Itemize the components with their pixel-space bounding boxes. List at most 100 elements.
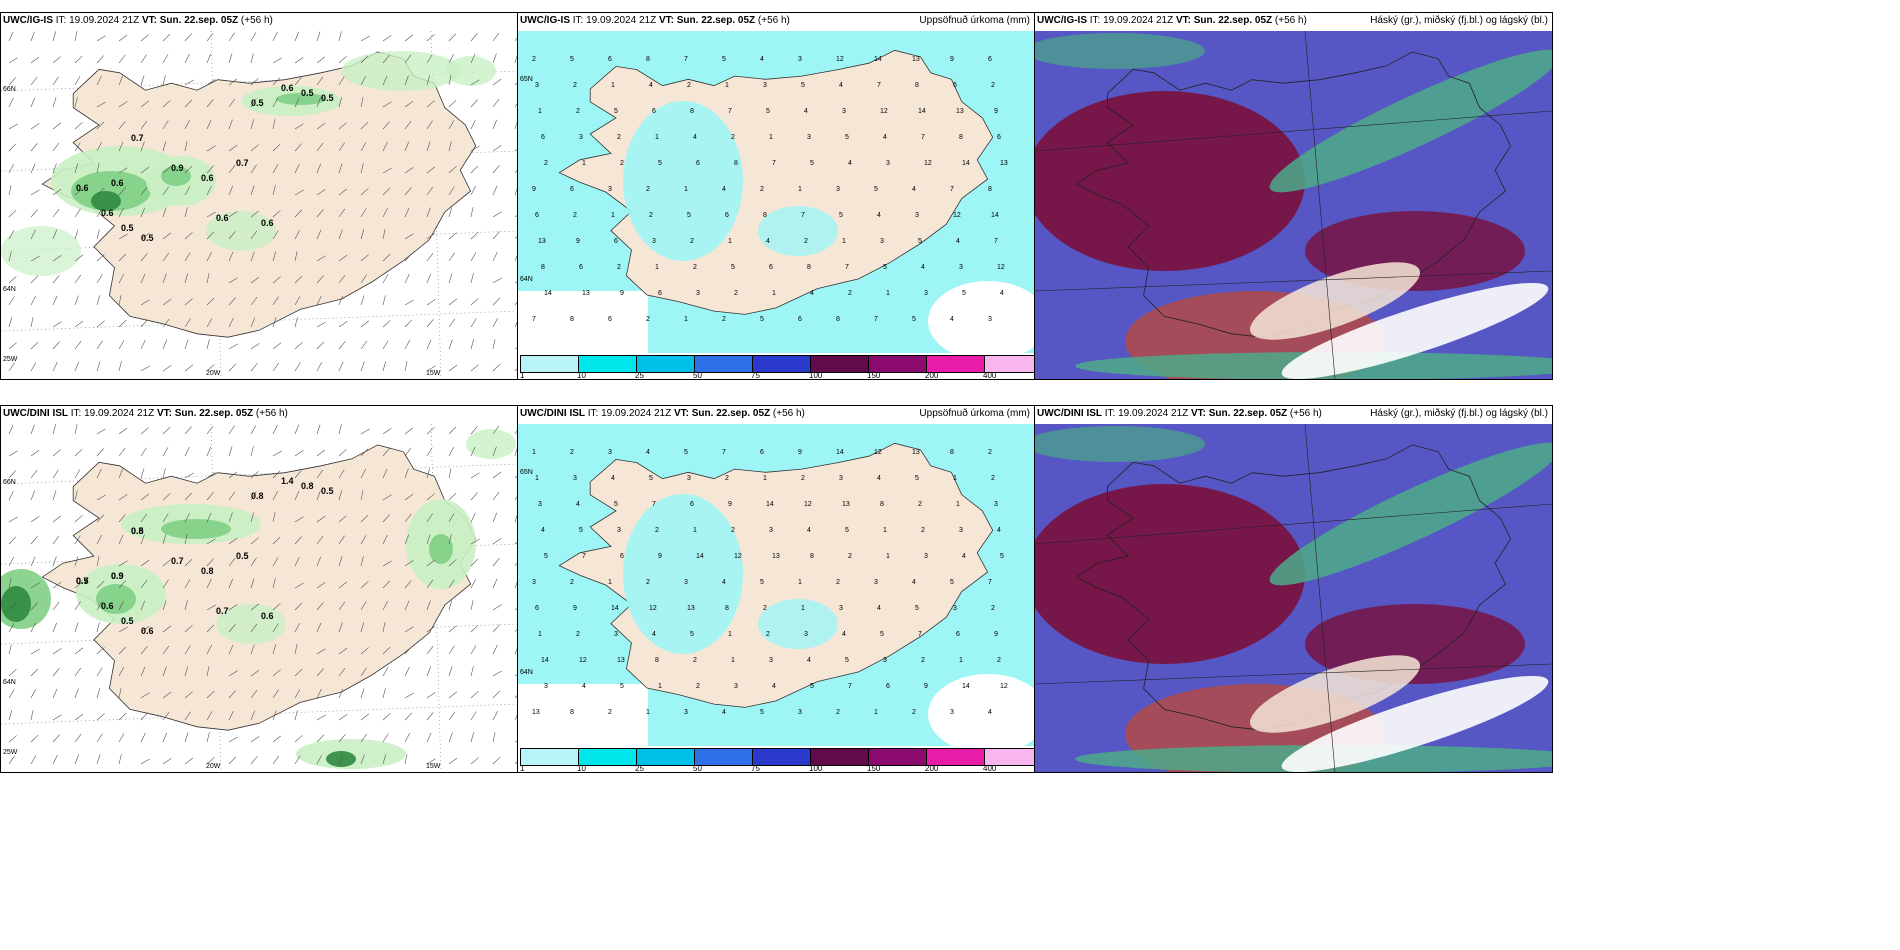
wind-barb [448, 447, 454, 457]
precip-value: 1 [538, 631, 542, 638]
wind-barb [382, 622, 386, 633]
wind-barb [228, 512, 233, 523]
wind-barb [360, 142, 367, 152]
wind-barb [228, 164, 236, 174]
wind-barb [514, 321, 517, 328]
wind-barb [52, 449, 61, 457]
wind-barb [74, 601, 81, 611]
wind-barb [316, 535, 324, 545]
wind-barb [52, 97, 57, 108]
wind-barb [294, 689, 301, 699]
wind-barb [448, 691, 458, 699]
precip-value: 0.9 [111, 571, 124, 581]
precip-value: 5 [845, 134, 849, 141]
wind-barb [470, 426, 478, 435]
wind-barb [382, 253, 391, 262]
wind-barb [228, 98, 236, 108]
wind-barb [316, 122, 326, 130]
wind-precip-map: 0.7 0.6 0.6 0.6 0.5 0.9 0.6 0.7 0.5 0.6 0.5 0.6 0.5 0… [1, 31, 517, 379]
wind-barb [74, 556, 79, 567]
wind-barb [404, 120, 412, 130]
precip-value: 5 [874, 186, 878, 193]
wind-barb [228, 277, 238, 284]
wind-barb [96, 101, 106, 108]
wind-barb [96, 448, 104, 457]
wind-barb [338, 142, 345, 152]
wind-barb [360, 254, 369, 262]
wind-barb [338, 76, 345, 86]
wind-barb [338, 424, 342, 435]
wind-barb [52, 321, 62, 328]
precip-value: 3 [924, 553, 928, 560]
wind-barb [30, 556, 36, 567]
wind-barb [382, 101, 392, 108]
precip-value: 1 [731, 657, 735, 664]
colorbar-tick: 25 [635, 764, 644, 773]
precip-value: 1 [798, 186, 802, 193]
wind-barb [162, 666, 167, 677]
wind-barb [74, 31, 78, 42]
wind-barb [250, 689, 258, 699]
colorbar-tick: 150 [867, 371, 881, 380]
wind-barb [96, 535, 102, 545]
wind-barb [316, 31, 321, 42]
wind-barb [140, 166, 150, 174]
colorbar-segment [579, 749, 637, 765]
precip-value: 4 [988, 709, 992, 716]
wind-barb [8, 424, 14, 435]
wind-barb [228, 644, 234, 655]
precip-value: 12 [836, 56, 844, 63]
wind-barb [96, 494, 106, 501]
wind-barb [448, 513, 455, 523]
wind-barb [206, 273, 210, 284]
wind-barb [514, 302, 517, 306]
wind-barb [404, 167, 414, 174]
wind-barb [96, 622, 100, 633]
precip-value: 4 [877, 605, 881, 612]
precip-value: 5 [1000, 553, 1004, 560]
wind-barb [272, 710, 277, 721]
wind-barb [206, 252, 212, 262]
wind-barb [206, 645, 212, 655]
wind-barb [96, 187, 105, 196]
wind-barb [470, 273, 474, 284]
wind-barb [514, 714, 517, 721]
wind-barb [228, 537, 238, 545]
colorbar-tick: 100 [809, 371, 823, 380]
wind-barb [272, 603, 281, 611]
wind-barb [206, 318, 213, 328]
wind-barb [74, 713, 84, 721]
precip-value: 13 [538, 238, 546, 245]
wind-barb [140, 758, 150, 765]
precip-value: 5 [766, 108, 770, 115]
wind-barb [338, 295, 344, 306]
wind-barb [118, 141, 124, 152]
low-cloud-area [1035, 91, 1305, 271]
wind-barb [404, 626, 414, 633]
wind-barb [162, 534, 167, 545]
colorbar-tick: 10 [577, 764, 586, 773]
precip-value: 3 [769, 657, 773, 664]
panel-top-left: UWC/IG-IS IT: 19.09.2024 21Z VT: Sun. 22… [0, 12, 518, 380]
wind-barb [96, 688, 101, 699]
wind-barb [272, 164, 279, 174]
wind-barb [404, 493, 414, 501]
wind-barb [184, 232, 193, 240]
wind-barb [426, 365, 436, 372]
precip-area [758, 599, 838, 649]
precip-value: 13 [1000, 160, 1008, 167]
wind-barb [8, 536, 17, 545]
lon-label: 15W [426, 370, 441, 377]
precip-area [276, 93, 326, 105]
precip-value: 6 [953, 82, 957, 89]
precip-value: 14 [918, 108, 926, 115]
wind-barb [272, 251, 277, 262]
wind-barb [206, 732, 210, 743]
wind-barb [492, 446, 497, 457]
wind-barb [118, 560, 128, 567]
precip-value: 8 [810, 553, 814, 560]
precip-value: 3 [696, 290, 700, 297]
precip-value: 7 [722, 449, 726, 456]
wind-barb [492, 624, 500, 633]
wind-barb [514, 281, 517, 284]
